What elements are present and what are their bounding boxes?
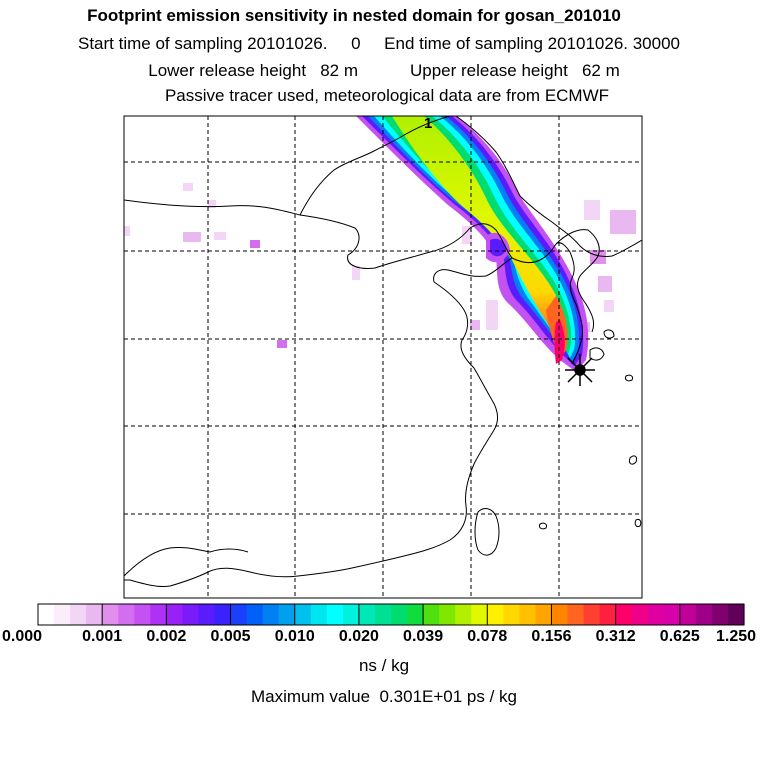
colorbar-tick-label: 0.010 [274,628,315,645]
colorbar-tick-label: 0.001 [82,628,123,645]
colorbar-tick-label: 0.005 [210,628,251,645]
colorbar-frame [37,603,745,626]
colorbar-units: ns / kg [358,656,410,675]
star-marker-icon [565,354,595,386]
colorbar-cell [647,604,665,625]
trajectory-label: 1 [424,115,432,132]
colorbar-cell [471,604,488,625]
colorbar-cell [551,604,569,625]
colorbar-dividers [101,604,681,625]
colorbar-cell [391,604,408,625]
colorbar-cell [134,604,151,625]
colorbar-cell [166,604,184,625]
colorbar-cell [230,604,248,625]
colorbar-tick-label: 0.020 [338,628,379,645]
colorbar-cell [487,604,504,625]
colorbar-cell [38,604,55,625]
plot-title: Footprint emission sensitivity in nested… [87,6,621,25]
colorbar-cell [727,604,745,625]
colorbar-cell [198,604,216,625]
colorbar-tick-label: 0.312 [595,628,636,645]
colorbar-cell [294,604,312,625]
colorbar-cell [86,604,103,625]
colorbar-cell [455,604,472,625]
colorbar-tick-label: 0.002 [146,628,187,645]
colorbar-cell [535,604,553,625]
colorbar-cell [503,604,520,625]
colorbar-cell [262,604,280,625]
colorbar-cell [278,604,296,625]
colorbar-cell [519,604,537,625]
colorbar-cell [663,604,681,625]
colorbar-cell [374,604,392,625]
colorbar-tick-label: 0.039 [403,628,444,645]
release-height-line: Lower release height 82 m Upper release … [148,61,620,80]
colorbar-cell [326,604,344,625]
colorbar-cell [70,604,87,625]
colorbar-cell [246,604,264,625]
sampling-time-line: Start time of sampling 20101026. 0 End t… [78,34,680,53]
colorbar-cell [695,604,713,625]
colorbar-cells [38,604,745,625]
emission-plume [356,116,589,372]
colorbar-cell [423,604,440,625]
colorbar-cell [567,604,585,625]
colorbar-cell [599,604,617,625]
colorbar-cell [102,604,119,625]
colorbar-cell [214,604,232,625]
map-frame [123,115,643,599]
colorbar-cell [407,604,424,625]
colorbar-cell [118,604,135,625]
colorbar-cell [615,604,633,625]
tracer-info-line: Passive tracer used, meteorological data… [164,86,610,105]
colorbar-cell [342,604,360,625]
maximum-value-text: Maximum value 0.301E+01 ps / kg [251,687,517,706]
colorbar-cell [150,604,167,625]
colorbar-cell [439,604,456,625]
colorbar-tick-label: 0.078 [467,628,508,645]
colorbar-cell [358,604,376,625]
colorbar-cell [310,604,328,625]
colorbar-tick-label: 0.000 [1,628,43,645]
colorbar-cell [583,604,601,625]
colorbar-tick-label: 0.625 [659,628,700,645]
colorbar-tick-label: 1.250 [715,628,757,645]
lat-lon-grid [124,116,642,598]
colorbar-cell [54,604,71,625]
colorbar-cell [631,604,649,625]
sensitivity-patches [124,183,636,348]
colorbar-cell [679,604,697,625]
colorbar-cell [182,604,200,625]
colorbar-cell [711,604,729,625]
colorbar-tick-label: 0.156 [531,628,572,645]
coastlines [124,116,642,587]
